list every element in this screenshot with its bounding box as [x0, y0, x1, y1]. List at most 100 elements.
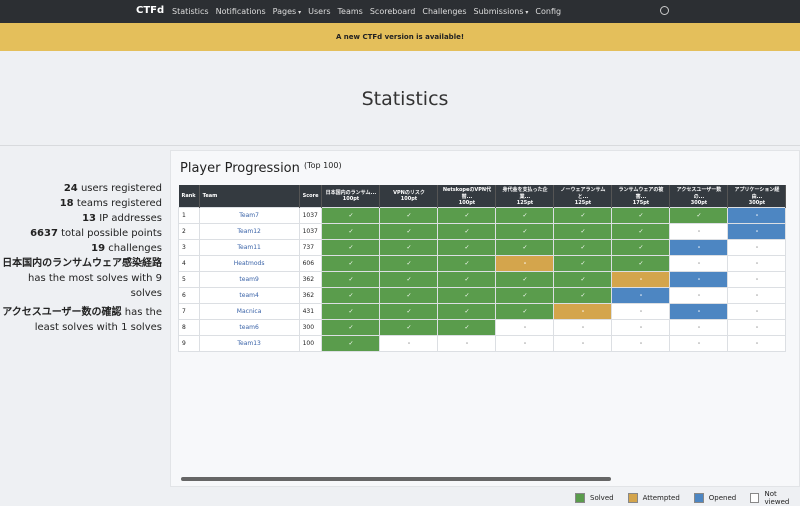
challenge-name: 日本国内のランサム...: [325, 190, 377, 197]
cell: ✓: [611, 254, 671, 272]
header-row: Rank Team Score 日本国内のランサム... 100pt VPNのリスク 100…: [178, 185, 787, 207]
team[interactable]: Team12: [198, 222, 300, 240]
team[interactable]: Macnica: [198, 302, 300, 320]
challenge-points: 175pt: [632, 199, 650, 206]
progression-title: Player Progression (Top 100): [180, 161, 342, 176]
cell: -: [727, 254, 787, 272]
score: 431: [298, 302, 323, 320]
team[interactable]: team6: [198, 318, 300, 336]
legend-swatch: [627, 493, 638, 503]
nav-link[interactable]: Teams: [337, 7, 363, 16]
challenge-header: VPNのリスク 100pt: [379, 185, 439, 207]
scrollbar[interactable]: [181, 477, 611, 481]
rank: 3: [178, 238, 200, 256]
subtitle: (Top 100): [304, 161, 342, 170]
cell: ✓: [611, 206, 671, 224]
cell: ✓: [495, 206, 555, 224]
solve-text: has the least solves with: [34, 307, 162, 333]
cell: -: [727, 286, 787, 304]
cell: ✓: [495, 302, 555, 320]
team[interactable]: team9: [198, 270, 300, 288]
challenge-points: 300pt: [690, 199, 708, 206]
nav-links: Statistics Notifications Pages Users Teams Sc…: [172, 7, 561, 16]
cell: -: [553, 318, 613, 336]
team-row: 8 team6 300 ✓ ✓ ✓ - - - - -: [178, 318, 787, 336]
stat-text: teams registered: [76, 198, 162, 209]
team-row: 4 Heatmods 606 ✓ ✓ ✓ - ✓ ✓ - -: [178, 254, 787, 272]
cell: -: [669, 222, 729, 240]
cell: -: [611, 318, 671, 336]
most-solved: 日本国内のランサムウェア感染経路 has the most solves wit…: [0, 256, 162, 301]
cell: -: [727, 270, 787, 288]
score: 362: [298, 270, 323, 288]
challenge-points: 125pt: [574, 199, 592, 206]
rank: 5: [178, 270, 200, 288]
score: 606: [298, 254, 323, 272]
challenge-name: アクセスユーザー数の...: [676, 186, 722, 200]
nav-link[interactable]: Users: [308, 7, 331, 16]
cell: -: [669, 302, 729, 320]
cell: ✓: [437, 318, 497, 336]
cell: -: [611, 286, 671, 304]
cell: ✓: [437, 270, 497, 288]
legend-label: Opened: [708, 494, 737, 502]
cell: -: [669, 270, 729, 288]
team[interactable]: Team7: [198, 206, 300, 224]
challenge-name: ノーウェアランサムと...: [560, 186, 606, 200]
legend-item: Attempted: [627, 493, 680, 503]
nav-link[interactable]: Pages: [273, 7, 301, 16]
cell: -: [611, 302, 671, 320]
cell: -: [727, 318, 787, 336]
help-icon[interactable]: [660, 6, 669, 15]
nav-link[interactable]: Config: [535, 7, 562, 16]
title-text: Player Progression: [180, 161, 300, 176]
team[interactable]: Team11: [198, 238, 300, 256]
stat-number: 24: [63, 183, 78, 194]
cell: ✓: [611, 238, 671, 256]
nav-link[interactable]: Challenges: [422, 7, 467, 16]
legend-swatch: [750, 493, 760, 503]
cell: -: [553, 334, 613, 352]
update-banner: A new CTFd version is available!: [0, 23, 800, 51]
table-body: 1 Team7 1037 ✓ ✓ ✓ ✓ ✓ ✓ ✓ -2 Team12 1037 ✓ ✓ ✓ ✓ ✓ ✓ - -3 Te…: [178, 206, 787, 352]
cell: ✓: [553, 222, 613, 240]
challenge-header: NetskopeのVPN代替... 100pt: [437, 185, 497, 207]
legend-label: Attempted: [642, 494, 680, 502]
team[interactable]: Heatmods: [198, 254, 300, 272]
cell: -: [495, 334, 555, 352]
cell: -: [727, 238, 787, 256]
cell: ✓: [379, 286, 439, 304]
challenge-name: VPNのリスク: [393, 190, 425, 197]
team[interactable]: team4: [198, 286, 300, 304]
team-row: 5 team9 362 ✓ ✓ ✓ ✓ ✓ - - -: [178, 270, 787, 288]
challenge-header: アプリケーション経由... 300pt: [727, 185, 787, 207]
cell: ✓: [321, 254, 381, 272]
legend: Solved Attempted Opened Not viewed: [575, 490, 800, 506]
nav-link[interactable]: Scoreboard: [369, 7, 416, 16]
nav-link[interactable]: Submissions: [474, 7, 529, 16]
stat-line: 24 users registered: [0, 181, 162, 196]
cell: -: [437, 334, 497, 352]
cell: -: [727, 222, 787, 240]
team[interactable]: Team13: [198, 334, 300, 352]
rank: 7: [178, 302, 200, 320]
navbar: CTFd Statistics Notifications Pages Users Te…: [0, 0, 800, 23]
cell: ✓: [379, 254, 439, 272]
cell: ✓: [379, 206, 439, 224]
stat-line: 13 IP addresses: [0, 211, 162, 226]
cell: ✓: [321, 334, 381, 352]
stat-text: IP addresses: [99, 213, 162, 224]
cell: ✓: [321, 302, 381, 320]
cell: -: [727, 206, 787, 224]
cell: ✓: [611, 222, 671, 240]
rank: 6: [178, 286, 200, 304]
nav-link[interactable]: Statistics: [172, 7, 209, 16]
nav-link[interactable]: Notifications: [215, 7, 266, 16]
stat-number: 13: [82, 213, 96, 224]
team-row: 1 Team7 1037 ✓ ✓ ✓ ✓ ✓ ✓ ✓ -: [178, 206, 787, 224]
brand[interactable]: CTFd: [136, 5, 165, 16]
challenge-points: 100pt: [342, 196, 360, 203]
cell: ✓: [379, 270, 439, 288]
cell: ✓: [379, 318, 439, 336]
rank: 9: [178, 334, 200, 352]
